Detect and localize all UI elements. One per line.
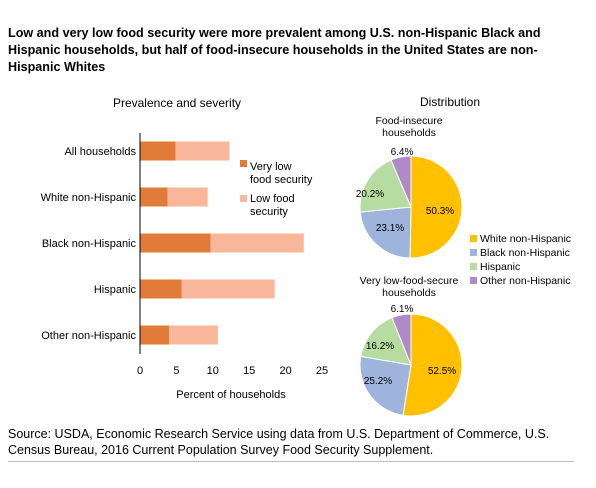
bar-low	[210, 233, 304, 253]
pie-slice	[360, 317, 412, 366]
bar-category-label: Hispanic	[94, 284, 137, 296]
bar-low	[175, 141, 230, 161]
legend-label-low: Low food security	[250, 193, 295, 218]
pie-slice	[359, 159, 412, 213]
pie-legend-label: Other non-Hispanic	[480, 275, 570, 287]
pie-value-label: 6.4%	[391, 147, 414, 158]
pie-legend-swatch	[470, 263, 477, 270]
pie-legend-label: Hispanic	[480, 261, 520, 273]
pie-legend-label: Black non-Hispanic	[480, 247, 570, 259]
bar-very-low	[140, 187, 168, 207]
pie-slice	[359, 355, 412, 416]
pie-legend-swatch	[470, 249, 477, 256]
x-axis-label: Percent of households	[176, 389, 286, 401]
pie-slice	[409, 155, 463, 259]
bar-very-low	[140, 279, 182, 299]
x-tick-label: 0	[137, 365, 143, 377]
pie-slice	[402, 313, 463, 417]
pie1-food-insecure: 50.3% 23.1% 20.2% 6.4%	[356, 147, 463, 259]
pie-value-label: 6.1%	[391, 304, 414, 315]
bar-very-low	[140, 233, 211, 253]
pie-legend-swatch	[470, 277, 477, 284]
pie-legend-label: White non-Hispanic	[480, 233, 571, 245]
bar-category-label: All households	[64, 146, 136, 158]
bar-category-labels: All households White non-Hispanic Black no…	[41, 146, 137, 342]
legend-swatch-low	[240, 195, 247, 202]
pie2-very-low-food-secure: 52.5% 25.2% 16.2% 6.1%	[359, 304, 463, 417]
pie2-title: Very low-food-secure households	[360, 275, 459, 299]
bar-low	[169, 325, 218, 345]
pie-value-label: 25.2%	[364, 376, 392, 387]
pie-value-label: 20.2%	[356, 189, 384, 200]
pie-legend: White non-Hispanic Black non-Hispanic Hisp…	[470, 233, 571, 287]
pie-slice	[390, 155, 412, 208]
bar-legend: Very low food security Low food security	[240, 160, 313, 218]
pie-value-label: 52.5%	[428, 366, 456, 377]
bar-category-label: White non-Hispanic	[41, 192, 137, 204]
legend-swatch-very-low	[240, 160, 247, 167]
bar-very-low	[140, 141, 176, 161]
bar-low	[167, 187, 208, 207]
bar-marks	[140, 141, 304, 345]
x-tick-label: 25	[316, 365, 328, 377]
bar-very-low	[140, 325, 170, 345]
pie1-title: Food-insecure households	[375, 115, 442, 139]
chart-title: Low and very low food security were more…	[8, 26, 541, 74]
bar-category-label: Black non-Hispanic	[42, 238, 137, 250]
source-note: Source: USDA, Economic Research Service …	[8, 427, 550, 457]
pie-slice	[359, 206, 412, 259]
distribution-title: Distribution	[420, 95, 480, 109]
bar-chart-title: Prevalence and severity	[113, 96, 241, 110]
x-tick-label: 20	[279, 365, 291, 377]
legend-label-very-low: Very low food security	[250, 161, 313, 186]
bottom-divider	[8, 461, 574, 462]
pie-value-label: 50.3%	[426, 206, 454, 217]
pie-slice	[391, 313, 412, 366]
x-tick-label: 5	[173, 365, 179, 377]
pie-value-label: 23.1%	[376, 223, 404, 234]
x-tick-label: 15	[243, 365, 255, 377]
bar-category-label: Other non-Hispanic	[41, 330, 136, 342]
x-tick-label: 10	[207, 365, 219, 377]
bar-low	[181, 279, 275, 299]
pie-legend-swatch	[470, 235, 477, 242]
x-tick-labels: 0 5 10 15 20 25	[137, 365, 328, 377]
pie-value-label: 16.2%	[366, 341, 394, 352]
